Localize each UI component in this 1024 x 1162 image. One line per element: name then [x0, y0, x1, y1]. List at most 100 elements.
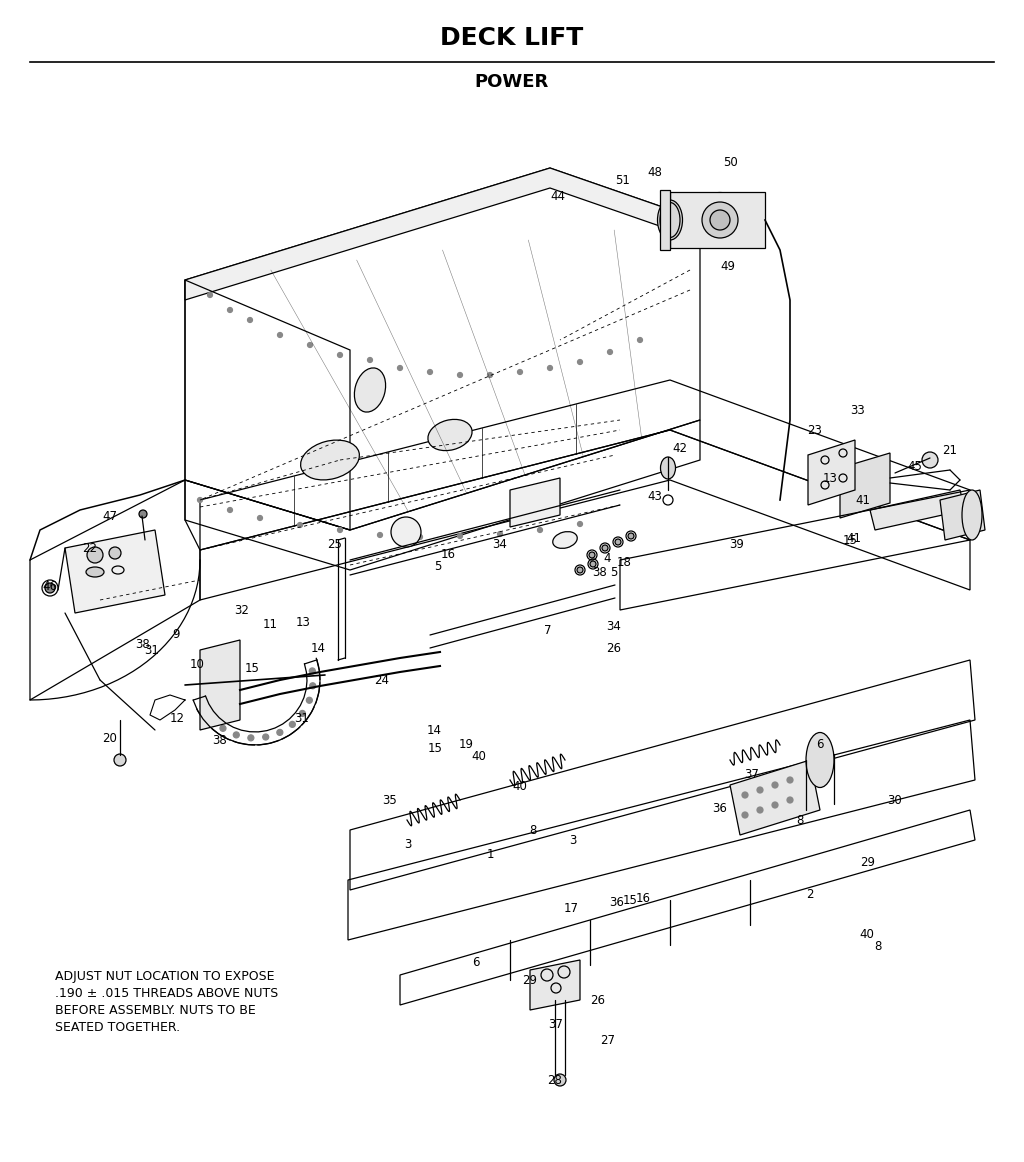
- Circle shape: [208, 293, 213, 297]
- Text: 6: 6: [816, 739, 823, 752]
- Circle shape: [487, 373, 493, 378]
- Text: 25: 25: [328, 538, 342, 552]
- Text: 46: 46: [43, 581, 57, 594]
- Text: 50: 50: [723, 156, 737, 168]
- Text: 34: 34: [493, 538, 508, 552]
- Circle shape: [742, 792, 748, 798]
- Circle shape: [757, 787, 763, 792]
- Polygon shape: [65, 530, 165, 614]
- Text: 36: 36: [713, 802, 727, 815]
- Text: 23: 23: [808, 423, 822, 437]
- Text: 7: 7: [544, 624, 552, 637]
- Text: 49: 49: [721, 259, 735, 273]
- Text: 17: 17: [563, 902, 579, 914]
- Text: 45: 45: [907, 460, 923, 473]
- Ellipse shape: [660, 457, 676, 479]
- Text: 8: 8: [529, 824, 537, 837]
- Circle shape: [554, 1074, 566, 1086]
- Text: 18: 18: [616, 555, 632, 568]
- Text: 36: 36: [609, 897, 625, 910]
- Text: 47: 47: [102, 509, 118, 523]
- Text: 1: 1: [486, 848, 494, 861]
- Text: 26: 26: [591, 994, 605, 1006]
- Text: 6: 6: [472, 955, 480, 968]
- Circle shape: [139, 510, 147, 518]
- Circle shape: [109, 547, 121, 559]
- Text: 30: 30: [888, 794, 902, 806]
- Circle shape: [227, 508, 232, 512]
- Text: 4: 4: [603, 552, 610, 565]
- Text: 40: 40: [472, 749, 486, 762]
- Text: 15: 15: [245, 661, 259, 674]
- Text: 27: 27: [600, 1033, 615, 1047]
- Circle shape: [227, 308, 232, 313]
- Circle shape: [391, 517, 421, 547]
- Circle shape: [290, 722, 295, 727]
- Circle shape: [458, 373, 463, 378]
- Circle shape: [498, 531, 503, 537]
- Circle shape: [278, 332, 283, 337]
- Ellipse shape: [86, 567, 104, 578]
- Ellipse shape: [806, 732, 834, 788]
- Ellipse shape: [428, 419, 472, 451]
- Text: 37: 37: [744, 768, 760, 782]
- Polygon shape: [510, 478, 560, 528]
- Text: 26: 26: [606, 641, 622, 654]
- Text: 34: 34: [606, 619, 622, 632]
- Text: 40: 40: [513, 780, 527, 792]
- Text: 48: 48: [647, 166, 663, 179]
- Polygon shape: [660, 191, 670, 250]
- Ellipse shape: [354, 368, 386, 413]
- Text: 8: 8: [797, 813, 804, 826]
- Circle shape: [787, 797, 793, 803]
- Circle shape: [702, 202, 738, 238]
- Text: 21: 21: [942, 444, 957, 457]
- Circle shape: [368, 358, 373, 363]
- Ellipse shape: [301, 440, 359, 480]
- Text: 3: 3: [569, 833, 577, 846]
- Text: 15: 15: [623, 894, 637, 906]
- Circle shape: [306, 697, 312, 703]
- Text: 5: 5: [434, 560, 441, 574]
- Circle shape: [276, 730, 283, 736]
- Text: 9: 9: [172, 627, 180, 640]
- Text: 11: 11: [262, 617, 278, 631]
- Circle shape: [742, 812, 748, 818]
- Circle shape: [397, 366, 402, 371]
- Circle shape: [922, 452, 938, 468]
- Circle shape: [772, 802, 778, 808]
- Circle shape: [338, 352, 342, 358]
- Polygon shape: [870, 490, 965, 530]
- Text: 38: 38: [135, 638, 151, 652]
- Text: 51: 51: [615, 173, 631, 186]
- Circle shape: [248, 734, 254, 741]
- Circle shape: [772, 782, 778, 788]
- Text: 13: 13: [296, 616, 310, 629]
- Circle shape: [710, 210, 730, 230]
- Circle shape: [602, 545, 608, 551]
- Circle shape: [418, 535, 423, 539]
- Polygon shape: [940, 490, 985, 540]
- Circle shape: [427, 370, 432, 374]
- Text: 16: 16: [636, 891, 650, 904]
- Circle shape: [338, 528, 342, 532]
- Text: 29: 29: [860, 855, 876, 868]
- Circle shape: [615, 539, 621, 545]
- Ellipse shape: [657, 200, 683, 241]
- Circle shape: [233, 732, 240, 738]
- Text: 39: 39: [729, 538, 744, 552]
- Text: 44: 44: [551, 191, 565, 203]
- Polygon shape: [530, 960, 580, 1010]
- Text: 33: 33: [851, 403, 865, 416]
- Circle shape: [309, 683, 315, 689]
- Text: 41: 41: [847, 531, 861, 545]
- Polygon shape: [808, 440, 855, 505]
- Text: 42: 42: [673, 442, 687, 454]
- Text: 35: 35: [383, 794, 397, 806]
- Text: 38: 38: [593, 567, 607, 580]
- Circle shape: [248, 317, 253, 323]
- Circle shape: [458, 533, 463, 538]
- Circle shape: [298, 523, 302, 528]
- Circle shape: [578, 359, 583, 365]
- Text: 20: 20: [102, 732, 118, 745]
